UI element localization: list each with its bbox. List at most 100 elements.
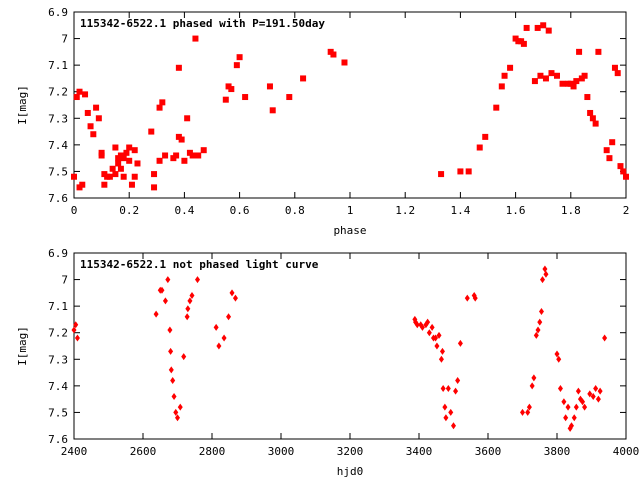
data-point [438, 171, 445, 178]
data-point [573, 403, 579, 411]
data-point [71, 326, 77, 334]
x-tick-label: 2 [623, 204, 630, 217]
data-point [419, 323, 425, 331]
data-point [453, 387, 459, 395]
data-point [434, 342, 440, 350]
data-point [156, 157, 163, 164]
data-point [623, 173, 629, 180]
y-tick-label: 7.2 [48, 327, 68, 340]
data-point [533, 331, 539, 339]
data-point [115, 160, 122, 167]
data-point [606, 155, 613, 162]
data-point [537, 318, 543, 326]
data-point [620, 168, 627, 175]
data-point [123, 149, 130, 156]
data-point [151, 171, 158, 178]
data-point [443, 414, 449, 422]
x-tick-label: 0.8 [285, 204, 305, 217]
data-point [448, 408, 454, 416]
data-point [178, 136, 185, 143]
data-point [189, 152, 196, 159]
x-tick-label: 2400 [61, 445, 88, 458]
data-point [177, 403, 183, 411]
data-point [548, 70, 555, 77]
data-point [597, 387, 603, 395]
data-point [554, 72, 560, 79]
data-point [126, 144, 133, 151]
data-point [570, 83, 577, 90]
data-point [192, 35, 199, 42]
data-point [592, 120, 599, 127]
data-point [529, 382, 535, 390]
data-point [159, 286, 165, 294]
data-point [226, 313, 232, 321]
unphased-light-curve-panel: 2400 2600 2800 3000 3200 3400 3600 3800 4000 6.9… [16, 247, 639, 478]
data-point [151, 184, 158, 191]
data-point [168, 366, 174, 374]
data-point [464, 294, 470, 302]
data-point [498, 83, 505, 90]
x-tick-label: 1.8 [561, 204, 581, 217]
data-point [436, 331, 442, 339]
x-tick-label: 1.4 [450, 204, 470, 217]
y-tick-label: 7.1 [48, 59, 68, 72]
data-point [589, 115, 596, 122]
y-tick-label: 7 [61, 274, 68, 287]
data-point [425, 318, 431, 326]
y-axis-label: I[mag] [16, 85, 29, 125]
data-point [565, 403, 571, 411]
data-point [232, 294, 238, 302]
data-point [181, 157, 188, 164]
data-point [609, 139, 616, 146]
y-tick-label: 7.5 [48, 165, 68, 178]
data-point [162, 297, 168, 305]
data-point [173, 152, 180, 159]
data-point [545, 27, 552, 34]
data-point [542, 75, 549, 82]
data-point [167, 326, 173, 334]
y-tick-label: 7.2 [48, 86, 68, 99]
data-point [440, 385, 446, 393]
y-tick-label: 7.6 [48, 192, 68, 205]
data-point [126, 157, 133, 164]
data-point [455, 377, 461, 385]
data-point [563, 414, 569, 422]
data-point [175, 414, 180, 422]
data-point [90, 131, 97, 138]
data-point [74, 334, 80, 342]
data-point [429, 323, 435, 331]
x-tick-label: 3000 [268, 445, 295, 458]
data-point [112, 171, 119, 178]
x-axis-ticks: 0 0.2 0.4 0.6 0.8 1 1.2 1.4 1.6 1.8 2 [71, 12, 630, 217]
data-point [131, 173, 138, 180]
data-point [229, 289, 235, 297]
data-point [568, 422, 574, 430]
data-point [582, 403, 588, 411]
data-point [266, 83, 273, 90]
data-point [595, 395, 601, 403]
data-point [95, 115, 102, 122]
data-point [93, 104, 100, 111]
data-point [233, 62, 240, 69]
data-point [341, 59, 348, 66]
data-point [87, 123, 94, 130]
data-point [433, 334, 439, 342]
x-tick-label: 3600 [475, 445, 502, 458]
data-point [576, 48, 583, 55]
data-point [472, 294, 478, 302]
data-points [71, 265, 608, 432]
data-point [523, 24, 530, 31]
chart-title: 115342-6522.1 phased with P=191.50day [80, 17, 325, 30]
x-axis-ticks: 2400 2600 2800 3000 3200 3400 3600 3800 4000 [61, 253, 639, 458]
y-tick-label: 7.6 [48, 433, 68, 446]
data-point [181, 353, 187, 361]
data-point [617, 163, 624, 170]
data-point [482, 133, 489, 140]
data-point [534, 24, 541, 31]
data-point [242, 94, 249, 101]
y-tick-label: 6.9 [48, 6, 68, 19]
data-point [120, 173, 127, 180]
data-point [587, 390, 593, 398]
data-point [537, 72, 544, 79]
data-point [561, 398, 567, 406]
